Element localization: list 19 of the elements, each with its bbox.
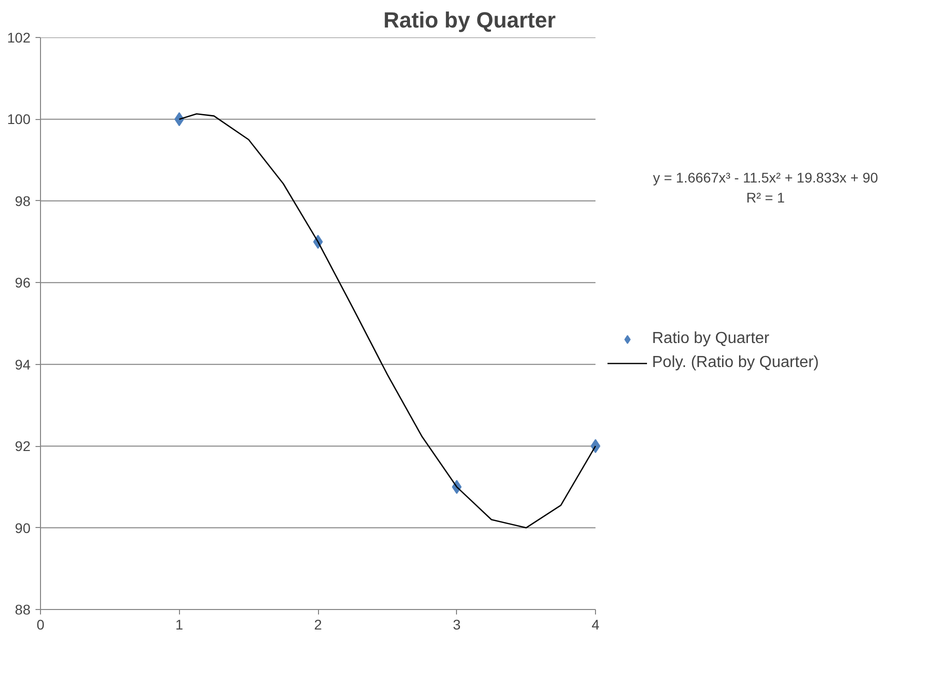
text: y = 1.6667x³ - 11.5x² + 19.833x + 90: [652, 170, 878, 186]
x-tick-label: 0: [36, 616, 45, 632]
legend-label: Ratio by Quarter: [652, 330, 770, 348]
text: R² = 1: [746, 190, 785, 206]
x-tick-label: 1: [175, 616, 184, 632]
y-tick-label: 94: [14, 356, 31, 372]
y-tick-label: 88: [14, 602, 31, 618]
point: [174, 112, 184, 126]
x-tick-label: 2: [314, 616, 322, 632]
x-tick-label: 4: [592, 616, 600, 632]
y-tick-label: 90: [14, 520, 31, 536]
x-tick-label: 3: [452, 616, 461, 632]
y-tick-label: 92: [14, 438, 31, 454]
y-tick-label: 100: [7, 111, 31, 128]
y-tick-label: 102: [7, 30, 31, 46]
legend-label: Poly. (Ratio by Quarter): [652, 354, 819, 372]
y-tick-label: 96: [14, 274, 31, 291]
y-tick-label: 98: [14, 192, 31, 209]
chart-title: Ratio by Quarter: [383, 8, 556, 32]
